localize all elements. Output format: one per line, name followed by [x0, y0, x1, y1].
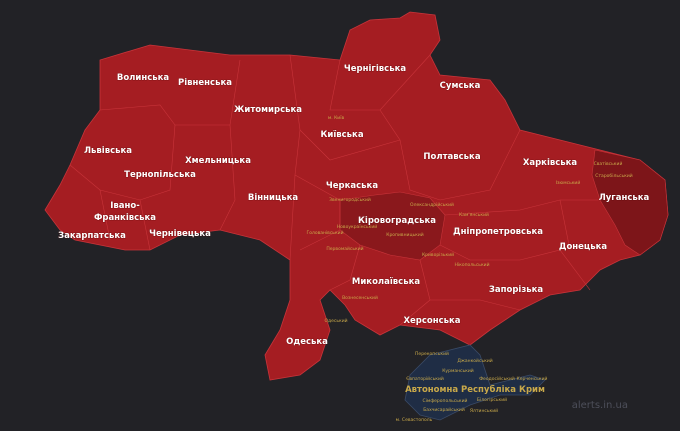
district-label: Одеський: [324, 317, 347, 324]
label-poltavska: Полтавська: [423, 152, 480, 162]
label-chernivetska: Чернівецька: [149, 228, 211, 239]
label-dnipropetrovska: Дніпропетровська: [453, 226, 543, 237]
district-label: Білогірський: [477, 396, 507, 403]
district-label: Кропивницький: [386, 231, 424, 238]
label-khersonska: Херсонська: [403, 316, 460, 326]
label-kirovohradska: Кіровоградська: [358, 215, 436, 226]
label-zhytomyrska: Житомирська: [234, 105, 302, 115]
district-label: Феодосійський: [479, 375, 515, 382]
district-label: м. Київ: [328, 115, 345, 121]
label-chernihivska: Чернігівська: [344, 63, 406, 74]
label-kharkivska: Харківська: [523, 157, 578, 168]
district-label: Звенигородський: [329, 196, 371, 203]
district-label: м. Севастополь: [396, 417, 433, 423]
district-label: Кам'янський: [459, 211, 489, 218]
label-khmelnytska: Хмельницька: [185, 156, 251, 166]
label-luhanska: Луганська: [599, 193, 650, 203]
label-sumska: Сумська: [440, 81, 481, 91]
district-label: Ялтинський: [470, 407, 498, 414]
district-label: Старобільський: [595, 172, 632, 179]
district-label: Вознесенський: [342, 294, 378, 301]
label-odeska: Одеська: [286, 337, 328, 347]
ukraine-mainland: [44, 11, 669, 381]
region-crimea: [404, 344, 546, 421]
label-vinnytska: Вінницька: [248, 192, 299, 203]
label-kyivska: Київська: [320, 130, 363, 140]
district-label: Новоукраїнський: [337, 223, 377, 230]
region-luhanska: [591, 149, 669, 256]
district-label: Керченський: [517, 375, 548, 382]
label-ivano-frankivska-2: Франківська: [94, 212, 156, 223]
district-label: Ізюмський: [556, 179, 581, 186]
district-label: Первомайський: [326, 245, 363, 252]
district-label: Нікопольський: [454, 261, 489, 268]
label-zakarpatska: Закарпатська: [58, 231, 126, 241]
label-cherkaska: Черкаська: [326, 181, 378, 191]
district-label: Курманський: [442, 367, 474, 374]
district-label: Джанкойський: [457, 357, 492, 364]
label-donetska: Донецька: [559, 242, 607, 252]
district-label: Бахчисарайський: [423, 406, 465, 413]
oblast-borders: [69, 54, 600, 326]
district-label: Олександрійський: [410, 201, 454, 208]
label-lvivska: Львівська: [84, 145, 132, 156]
label-ternopilska: Тернопільська: [124, 169, 196, 180]
district-label: Перекопський: [415, 350, 449, 357]
district-label: Голованівський: [306, 229, 343, 236]
label-rivnenska: Рівненська: [178, 77, 232, 88]
watermark: alerts.in.ua: [572, 400, 628, 411]
label-crimea: Автономна Республіка Крим: [405, 384, 545, 395]
district-label: Євпаторійський: [406, 375, 444, 382]
district-labels: Олександрійський Новоукраїнський Кропивн…: [306, 115, 632, 423]
oblast-labels: Волинська Рівненська Житомирська Чернігі…: [58, 63, 650, 396]
label-mykolaivska: Миколаївська: [352, 277, 420, 287]
label-zaporizka: Запорізька: [489, 284, 544, 295]
label-volynska: Волинська: [117, 73, 170, 83]
label-ivano-frankivska-1: Івано-: [110, 201, 140, 211]
district-label: Сватівський: [594, 160, 623, 167]
district-label: Сімферопольський: [423, 397, 468, 404]
district-label: Криворізький: [422, 251, 454, 258]
